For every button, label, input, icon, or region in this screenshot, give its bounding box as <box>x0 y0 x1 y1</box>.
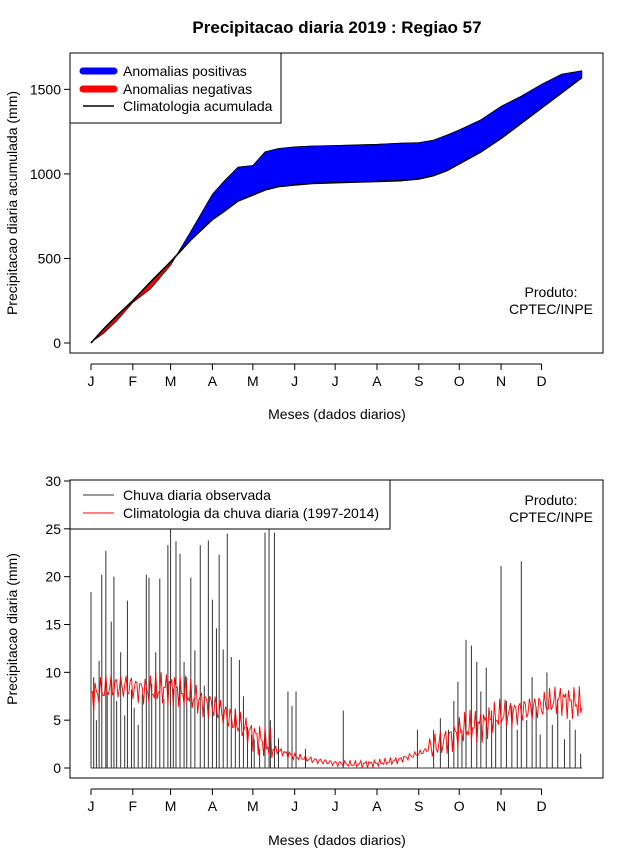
daily-x-tick-label: J <box>332 798 339 814</box>
accumulated-x-tick-label: F <box>129 373 138 389</box>
daily-y-tick-label: 5 <box>53 712 61 728</box>
daily-x-tick-label: O <box>454 798 465 814</box>
observed-accumulated-line <box>90 70 583 343</box>
daily-chart: J F M A M J J A S O N D 0 5 10 15 20 25 30 Meses (dados di… <box>4 473 604 848</box>
daily-climatology-line <box>90 672 583 768</box>
legend-label-climatology: Climatologia acumulada <box>123 98 273 114</box>
climatology-accumulated-line <box>90 76 583 344</box>
daily-x-tick-label: M <box>165 798 177 814</box>
daily-legend-box <box>69 479 391 530</box>
accumulated-x-tick-label: S <box>414 373 423 389</box>
accumulated-x-tick-label: D <box>536 373 546 389</box>
accumulated-chart: J F M A M J J A S O N D 0 500 1000 1500 Meses (dados di… <box>4 52 604 422</box>
accumulated-y-tick-label: 1500 <box>30 81 61 97</box>
accumulated-y-tick-label: 500 <box>38 250 62 266</box>
daily-x-tick-label: N <box>496 798 506 814</box>
accumulated-series-group <box>90 70 583 344</box>
accumulated-legend-box <box>69 52 282 124</box>
daily-x-tick-label: A <box>372 798 382 814</box>
chart-title: Precipitacao diaria 2019 : Regiao 57 <box>192 18 481 37</box>
accumulated-x-tick-label: A <box>208 373 218 389</box>
accumulated-axes: J F M A M J J A S O N D 0 500 1000 1500 <box>30 81 547 389</box>
daily-y-tick-label: 20 <box>45 569 61 585</box>
accumulated-x-tick-label: M <box>247 373 259 389</box>
daily-y-tick-label: 10 <box>45 664 61 680</box>
accumulated-y-tick-label: 0 <box>53 335 61 351</box>
accumulated-y-tick-label: 1000 <box>30 166 61 182</box>
daily-x-tick-label: M <box>247 798 259 814</box>
legend-label-daily-climatology: Climatologia da chuva diaria (1997-2014) <box>123 505 379 521</box>
daily-x-tick-label: S <box>414 798 423 814</box>
accumulated-x-tick-label: J <box>88 373 95 389</box>
legend-label-observed: Chuva diaria observada <box>123 487 271 503</box>
legend-label-positive: Anomalias positivas <box>123 63 247 79</box>
daily-x-axis-label: Meses (dados diarios) <box>268 832 406 848</box>
daily-x-tick-label: F <box>129 798 138 814</box>
daily-x-tick-label: A <box>208 798 218 814</box>
daily-y-axis-label: Precipitacao diaria (mm) <box>4 553 20 705</box>
accumulated-x-tick-label: J <box>291 373 298 389</box>
daily-series-group <box>90 528 583 769</box>
legend-label-negative: Anomalias negativas <box>123 81 252 97</box>
daily-y-tick-label: 30 <box>45 473 61 489</box>
daily-y-tick-label: 25 <box>45 521 61 537</box>
accumulated-credit-line1: Produto: <box>525 284 578 300</box>
daily-x-tick-label: J <box>88 798 95 814</box>
daily-legend: Chuva diaria observada Climatologia da c… <box>69 479 391 530</box>
daily-credit-line1: Produto: <box>525 492 578 508</box>
accumulated-x-tick-label: N <box>496 373 506 389</box>
accumulated-x-axis-label: Meses (dados diarios) <box>268 406 406 422</box>
daily-credit-line2: CPTEC/INPE <box>509 509 593 525</box>
daily-y-tick-label: 15 <box>45 617 61 633</box>
daily-x-tick-label: J <box>291 798 298 814</box>
accumulated-credit-line2: CPTEC/INPE <box>509 301 593 317</box>
accumulated-x-tick-label: J <box>332 373 339 389</box>
accumulated-x-tick-label: O <box>454 373 465 389</box>
daily-y-tick-label: 0 <box>53 760 61 776</box>
daily-x-tick-label: D <box>536 798 546 814</box>
accumulated-y-axis-label: Precipitacao diaria acumulada (mm) <box>4 91 20 315</box>
accumulated-legend: Anomalias positivas Anomalias negativas … <box>69 52 282 124</box>
accumulated-x-tick-label: A <box>372 373 382 389</box>
daily-axes: J F M A M J J A S O N D 0 5 10 15 20 25 30 <box>45 473 546 814</box>
accumulated-x-tick-label: M <box>165 373 177 389</box>
